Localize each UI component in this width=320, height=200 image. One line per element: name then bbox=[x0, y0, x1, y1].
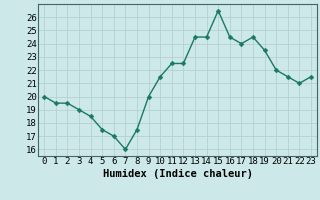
X-axis label: Humidex (Indice chaleur): Humidex (Indice chaleur) bbox=[103, 169, 252, 179]
